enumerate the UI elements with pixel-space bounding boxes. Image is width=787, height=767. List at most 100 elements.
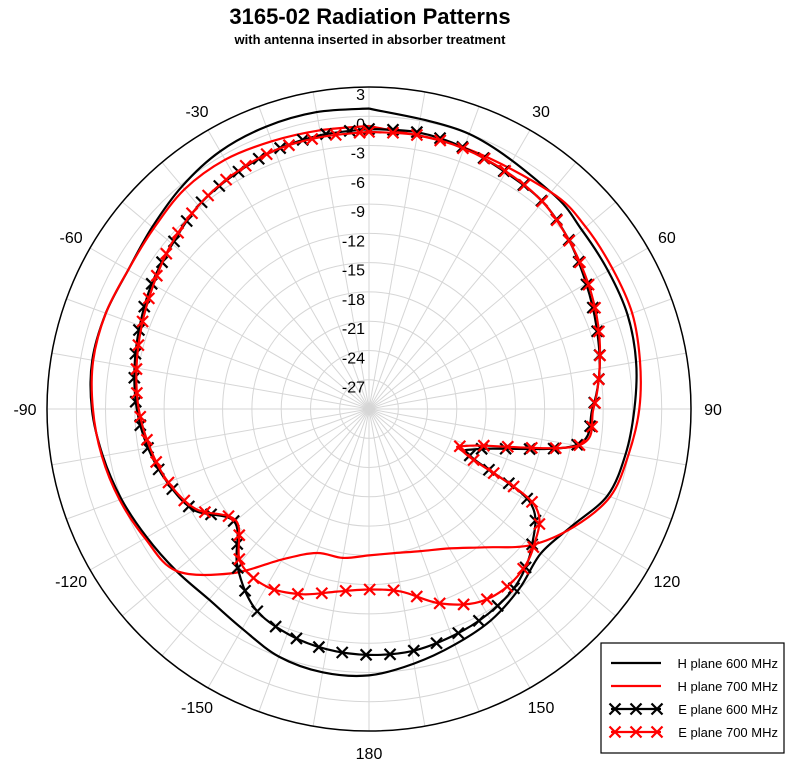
grid-spoke	[89, 408, 370, 571]
x-marker	[133, 410, 147, 424]
x-marker	[239, 159, 252, 173]
angular-tick-label: 60	[658, 230, 676, 247]
x-marker	[650, 702, 664, 716]
x-marker	[219, 173, 233, 186]
grid-spoke	[312, 91, 370, 410]
x-marker	[232, 528, 246, 542]
x-marker	[608, 702, 622, 716]
chart-title: 3165-02 Radiation Patterns	[229, 4, 511, 29]
radial-tick-label: -9	[351, 204, 365, 221]
x-marker	[467, 453, 480, 467]
angular-tick-label: 30	[532, 104, 550, 121]
legend: H plane 600 MHz H plane 700 MHz E plane 60…	[600, 642, 785, 754]
grid-ring	[134, 174, 604, 644]
x-marker	[305, 132, 319, 146]
x-marker	[498, 164, 512, 178]
radial-tick-label: 0	[356, 116, 365, 133]
radial-tick-label: -18	[342, 292, 365, 309]
x-marker	[585, 420, 599, 433]
x-marker	[478, 152, 491, 165]
grid-spoke	[121, 408, 370, 617]
x-marker	[487, 466, 500, 480]
angular-tick-label: -60	[60, 230, 83, 247]
grid-spoke	[161, 408, 370, 657]
x-marker	[290, 632, 303, 645]
radial-tick-label: -6	[351, 175, 365, 192]
series-3	[130, 125, 607, 611]
x-marker	[533, 517, 546, 531]
x-marker	[525, 495, 539, 509]
grid-spoke	[258, 106, 370, 410]
grid-spoke	[121, 201, 370, 410]
x-marker	[588, 396, 602, 410]
x-marker	[562, 234, 576, 248]
x-marker	[433, 134, 447, 147]
grid-spoke	[368, 408, 480, 712]
x-marker	[269, 620, 282, 633]
x-marker	[527, 540, 540, 554]
grid-ring	[251, 291, 487, 527]
x-marker	[171, 226, 185, 240]
grid-spoke	[368, 408, 687, 466]
grid-spoke	[207, 408, 370, 689]
grid-spoke	[368, 408, 426, 727]
x-marker	[383, 648, 397, 661]
legend-label: H plane 600 MHz	[678, 656, 778, 671]
legend-item: E plane 700 MHz	[608, 725, 778, 740]
x-marker	[130, 362, 143, 376]
grid-ring	[280, 320, 458, 498]
x-marker	[407, 644, 421, 657]
angular-tick-label: -150	[181, 700, 213, 717]
x-marker	[160, 247, 173, 260]
x-marker	[260, 147, 273, 161]
grid-spoke	[51, 408, 370, 466]
x-marker	[142, 292, 156, 305]
grid-spoke	[66, 298, 370, 410]
x-marker	[201, 189, 215, 202]
series-line	[133, 127, 601, 657]
x-marker	[472, 614, 486, 628]
x-marker	[129, 347, 142, 361]
grid-spoke	[368, 129, 531, 410]
grid-spoke	[368, 408, 672, 520]
x-marker	[410, 590, 424, 603]
x-marker	[339, 584, 352, 598]
grid-spoke	[368, 352, 687, 410]
legend-item: H plane 600 MHz	[611, 656, 778, 671]
legend-label: H plane 700 MHz	[678, 679, 778, 694]
grid-spoke	[51, 352, 370, 410]
radial-tick-labels: 3 0 -3 -6 -9 -12 -15 -18 -21 -24 -27	[342, 87, 365, 397]
x-marker	[386, 126, 400, 140]
x-marker	[132, 338, 145, 352]
x-marker	[480, 592, 494, 606]
x-marker	[238, 584, 252, 598]
x-marker	[457, 598, 470, 611]
x-marker	[387, 584, 400, 597]
outer-ring	[46, 86, 692, 732]
x-marker	[592, 325, 606, 338]
x-marker	[549, 441, 563, 455]
radial-tick-label: -15	[342, 263, 365, 280]
x-marker	[185, 206, 199, 220]
x-marker	[629, 702, 643, 716]
x-marker	[518, 178, 531, 192]
x-marker	[525, 441, 539, 455]
x-marker	[315, 586, 329, 600]
grid-ring	[75, 115, 663, 703]
x-marker	[588, 301, 602, 315]
angular-tick-label: 120	[654, 574, 681, 591]
x-marker	[250, 604, 264, 618]
x-marker	[433, 597, 446, 610]
x-marker	[312, 640, 326, 654]
legend-label: E plane 700 MHz	[678, 725, 778, 740]
radial-tick-label: -21	[342, 321, 365, 338]
angular-tick-label: 90	[704, 402, 722, 419]
grid-spoke	[368, 91, 426, 410]
grid-ring	[339, 379, 399, 439]
grid-spoke	[368, 106, 480, 410]
grid-spoke	[66, 408, 370, 520]
x-marker	[291, 587, 305, 601]
x-marker	[593, 349, 607, 362]
grid-spoke	[89, 247, 370, 410]
x-marker	[500, 580, 514, 593]
